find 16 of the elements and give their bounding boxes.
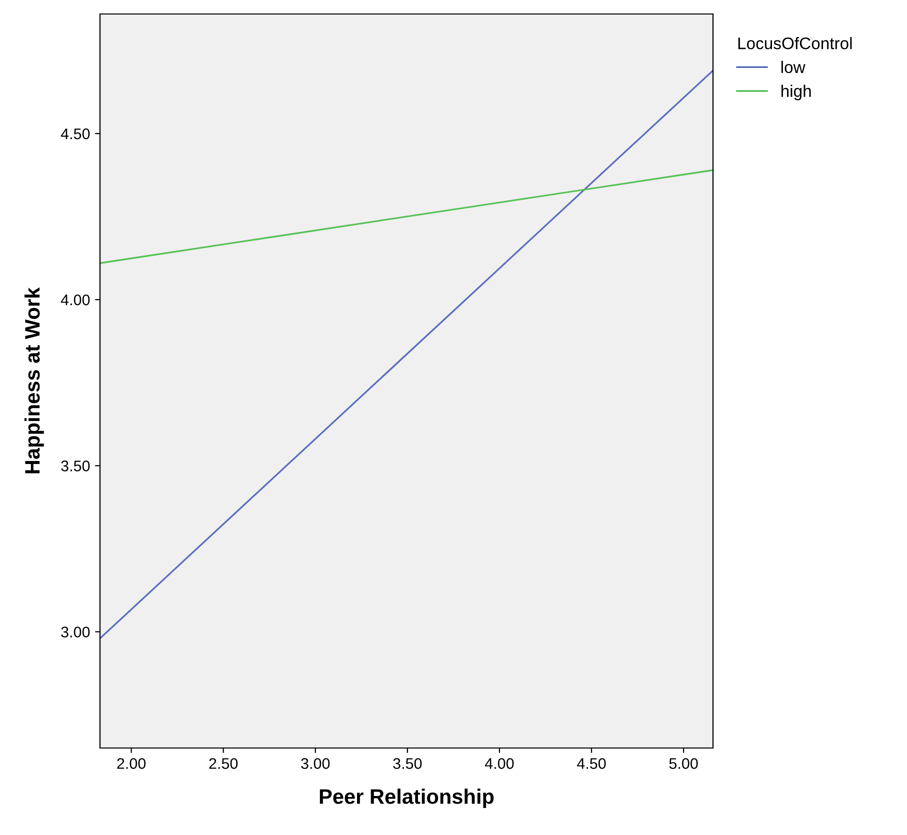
legend-label: low bbox=[781, 60, 806, 74]
y-tick-label: 3.50 bbox=[61, 460, 90, 472]
legend-title: LocusOfControl bbox=[738, 37, 852, 50]
x-tick-label: 4.00 bbox=[484, 758, 514, 769]
x-axis-title: Peer Relationship bbox=[320, 788, 494, 808]
x-tick-label: 3.00 bbox=[301, 758, 330, 769]
y-tick-label: 3.00 bbox=[61, 626, 90, 638]
y-tick-label: 4.00 bbox=[60, 294, 90, 306]
x-tick-label: 2.00 bbox=[117, 758, 146, 769]
x-tick-label: 3.50 bbox=[393, 758, 422, 769]
x-tick-label: 5.00 bbox=[669, 758, 698, 769]
y-axis-title: Happiness at Work bbox=[24, 287, 44, 474]
x-tick-label: 4.50 bbox=[576, 758, 606, 769]
y-tick-label: 4.50 bbox=[60, 128, 90, 140]
x-tick-label: 2.50 bbox=[209, 758, 238, 769]
legend-label: high bbox=[781, 84, 811, 100]
